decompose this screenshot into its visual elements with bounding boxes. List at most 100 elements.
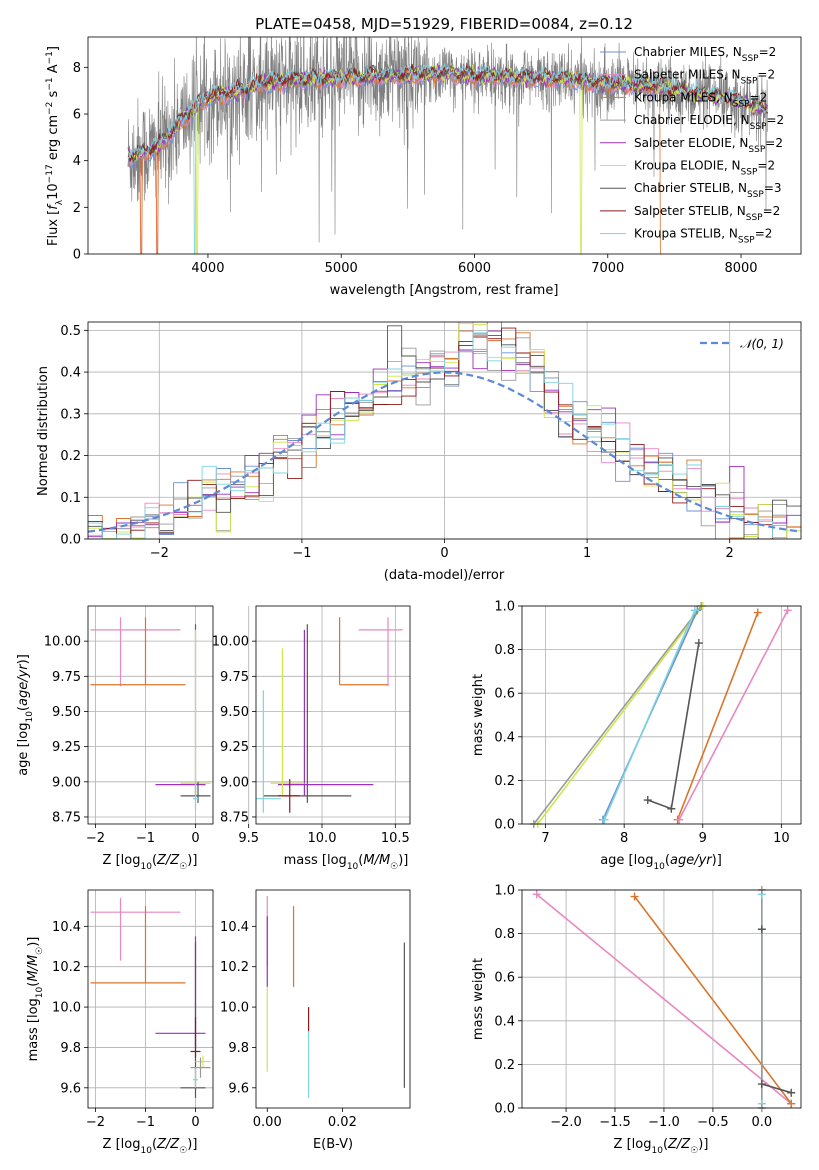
y-tick-label: 9.75 [220, 670, 249, 685]
x-tick-label: −1 [136, 1115, 155, 1130]
legend-label: 𝒩(0, 1) [740, 337, 784, 351]
y-tick-label: 2 [73, 201, 81, 216]
y-tick-label: 0.0 [60, 533, 81, 548]
y-tick-label: 9.6 [228, 1081, 249, 1096]
weight_vs_age-frame [521, 605, 802, 825]
weight-line [537, 606, 704, 824]
y-tick-label: 9.25 [220, 740, 249, 755]
legend-label: Kroupa STELIB, NSSP=2 [634, 227, 772, 246]
weight_vs_age-axes: 7 8 9 10 0.0 0.2 0.4 0.6 0.8 1.0 [494, 600, 801, 846]
model-spectrum-line [127, 63, 769, 254]
y-tick-label: 9.00 [220, 775, 249, 790]
mass_vs_EBV-axes: 0.00 0.02 9.6 9.8 10.0 10.2 10.4 [220, 896, 405, 1130]
y-axis-label: mass [log10(M/M☉)] [26, 937, 45, 1062]
y-tick-label: 10.4 [220, 920, 249, 935]
x-tick-label: 6000 [458, 261, 491, 276]
y-axis-label: Normed distribution [36, 366, 51, 496]
x-tick-label: −2 [86, 1115, 105, 1130]
y-tick-label: 0.8 [494, 927, 515, 942]
weight-line [678, 610, 789, 820]
y-axis-label: Flux [fλ10−17 erg cm−2 s−1 A−1] [45, 46, 65, 246]
weight-line [536, 893, 792, 1105]
y-tick-label: 10.0 [220, 1001, 249, 1016]
x-tick-label: −1.5 [599, 1115, 631, 1130]
x-tick-label: −1 [292, 546, 311, 561]
y-axis-label: age [log10(age/yr)] [16, 654, 35, 776]
plus-marker [787, 1099, 796, 1108]
y-tick-label: 10.4 [52, 920, 81, 935]
legend-label: Kroupa MILES, NSSP=2 [634, 90, 767, 109]
y-tick-label: 0.4 [494, 730, 515, 745]
plus-marker [757, 1080, 766, 1089]
y-tick-label: 9.75 [52, 670, 81, 685]
y-tick-label: 9.50 [52, 705, 81, 720]
spectrum-axes: 4000 5000 6000 7000 8000 0 2 4 6 8 [73, 37, 769, 276]
y-tick-label: 10.2 [52, 960, 81, 975]
legend-label: Salpeter STELIB, NSSP=2 [634, 204, 780, 223]
weight_vs_Z-frame [521, 889, 802, 1109]
y-tick-label: 0.4 [60, 366, 81, 381]
x-tick-label: 10.0 [308, 831, 337, 846]
plus-marker [787, 1088, 796, 1097]
residuals-plot-area [88, 322, 801, 539]
x-tick-label: 9.5 [238, 831, 259, 846]
residuals-axes: −2 −1 0 1 2 0.0 0.1 0.2 0.3 0.4 0.5 [60, 322, 801, 561]
model-spectrum-line [127, 63, 769, 254]
age_vs_mass-frame [255, 605, 411, 825]
mass_vs_Z-axes: −2 −1 0 9.6 9.8 10.0 10.2 10.4 [52, 890, 213, 1130]
legend-label: Salpeter MILES, NSSP=2 [634, 68, 775, 87]
age_vs_Z-plot-area [90, 617, 211, 810]
mass_vs_EBV-plot-area [266, 896, 405, 1098]
y-tick-label: 4 [73, 154, 81, 169]
x-tick-label: 2 [726, 546, 734, 561]
age_vs_Z-axes: −2 −1 0 8.75 9.00 9.25 9.50 9.75 10.00 [44, 606, 213, 846]
age_vs_mass-plot-area [256, 617, 403, 813]
weight-line [676, 612, 759, 820]
x-tick-label: 7 [541, 831, 549, 846]
plus-marker [783, 606, 792, 615]
x-tick-label: −0.5 [697, 1115, 729, 1130]
x-tick-label: −2 [150, 546, 169, 561]
plus-marker [532, 890, 541, 899]
y-tick-label: 0.1 [60, 491, 81, 506]
weight_vs_age-plot-area [533, 606, 789, 824]
y-tick-label: 9.50 [220, 705, 249, 720]
x-tick-label: 0 [440, 546, 448, 561]
x-tick-label: 1 [583, 546, 591, 561]
x-tick-label: 0.02 [328, 1115, 357, 1130]
legend: Chabrier MILES, NSSP=2 Salpeter MILES, NS… [600, 45, 784, 246]
y-tick-label: 9.25 [52, 740, 81, 755]
x-axis-label: Z [log10(Z/Z☉)] [103, 1137, 198, 1156]
weight-line [603, 610, 696, 820]
plus-marker [690, 606, 699, 615]
x-axis-label: mass [log10(M/M☉)] [284, 853, 409, 872]
y-tick-label: 0.8 [494, 643, 515, 658]
mass_vs_Z-plot-area [90, 898, 211, 1098]
y-tick-label: 1.0 [494, 884, 515, 899]
y-tick-label: 9.8 [228, 1041, 249, 1056]
legend-label: Chabrier MILES, NSSP=2 [634, 45, 776, 64]
legend-label: Chabrier ELODIE, NSSP=2 [634, 113, 784, 132]
y-tick-label: 0.4 [494, 1014, 515, 1029]
residuals-frame [87, 321, 802, 540]
y-tick-label: 8.75 [220, 810, 249, 825]
x-tick-label: −2 [86, 831, 105, 846]
y-tick-label: 8 [73, 61, 81, 76]
x-axis-label: age [log10(age/yr)] [600, 853, 722, 872]
legend-label: Chabrier STELIB, NSSP=3 [634, 181, 782, 200]
age_vs_mass-axes: 9.5 10.0 10.5 8.75 9.00 9.25 9.50 9.75 10.00 [212, 606, 410, 846]
y-tick-label: 0.2 [494, 1058, 515, 1073]
weight_vs_Z-axes: −2.0 −1.5 −1.0 −0.5 0.0 0.0 0.2 0.4 0.6 0.8 1.0 [494, 884, 801, 1130]
y-tick-label: 9.6 [60, 1081, 81, 1096]
histogram-step-line [88, 332, 801, 539]
y-tick-label: 0 [73, 248, 81, 263]
x-tick-label: 7000 [591, 261, 624, 276]
weight-line [633, 896, 792, 1105]
y-tick-label: 1.0 [494, 600, 515, 615]
y-tick-label: 6 [73, 108, 81, 123]
x-tick-label: −1.0 [648, 1115, 680, 1130]
y-tick-label: 0.6 [494, 971, 515, 986]
x-axis-label: E(B-V) [313, 1137, 353, 1152]
weight-line [533, 606, 702, 824]
x-tick-label: −1 [136, 831, 155, 846]
